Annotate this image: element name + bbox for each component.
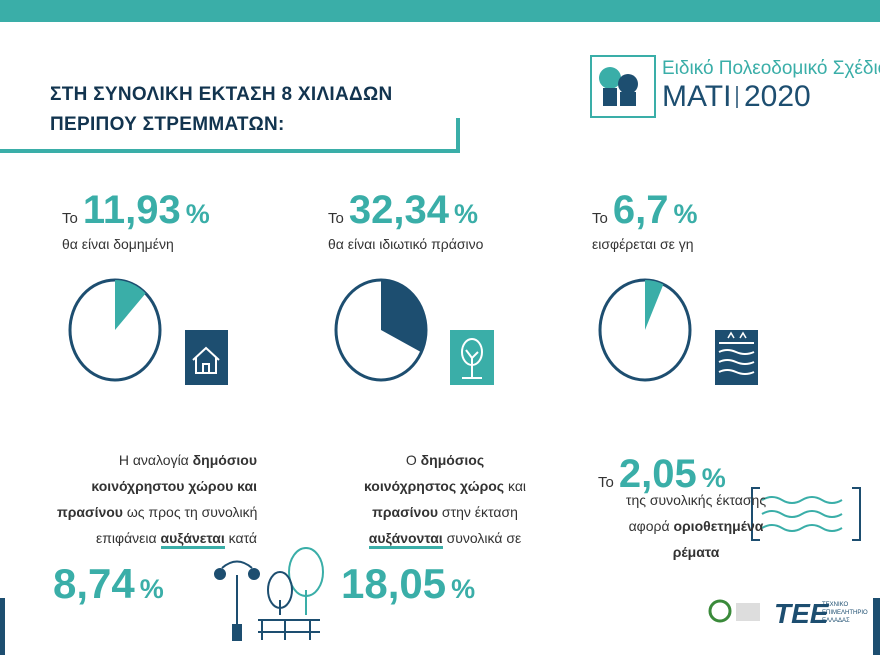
stat-unit: % xyxy=(701,463,726,493)
title-line: ΣΤΗ ΣΥΝΟΛΙΚΗ ΕΚΤΑΣΗ 8 ΧΙΛΙΑΔΩΝ xyxy=(50,84,393,105)
soil-icon xyxy=(715,330,758,385)
text-segment: δημόσιου xyxy=(192,452,257,468)
text-segment: αυξάνονται xyxy=(368,530,443,549)
stat-row: Το 11,93% xyxy=(62,188,210,233)
stat-row: 8,74% xyxy=(53,560,164,608)
tee-logo: ΤΕΕ xyxy=(774,598,829,629)
stat-prefix: Το xyxy=(598,474,614,491)
text-line: της συνολικής έκτασης xyxy=(596,492,796,508)
stat-unit: % xyxy=(139,574,164,604)
text-segment: της συνολικής έκτασης xyxy=(625,492,767,508)
title-frame xyxy=(0,118,460,153)
stat-value: 6,7 xyxy=(612,188,669,232)
text-segment: στην έκταση xyxy=(438,504,518,520)
stat-value: 18,05 xyxy=(341,560,447,607)
text-segment: ρέματα xyxy=(672,544,720,560)
stat-value: 2,05 xyxy=(618,452,697,496)
stat-caption: θα είναι ιδιωτικό πράσινο xyxy=(328,236,484,252)
text-line: Ο δημόσιος xyxy=(345,452,545,468)
stat-value: 8,74 xyxy=(53,560,135,607)
waves-icon xyxy=(751,487,861,541)
house-icon xyxy=(185,330,228,385)
text-line: κοινόχρηστου χώρου και xyxy=(57,478,257,494)
tee-name: ΕΛΛΑΔΑΣ xyxy=(822,618,850,624)
text-segment: αυξάνεται xyxy=(160,530,225,549)
left-edge xyxy=(0,598,5,655)
text-segment: πρασίνου xyxy=(372,504,439,520)
text-segment: και xyxy=(504,478,527,494)
logo-name: ΜΑΤΙ xyxy=(662,80,732,113)
stat-value: 32,34 xyxy=(348,188,449,232)
stat-row: 18,05% xyxy=(341,560,475,608)
text-segment: Η αναλογία xyxy=(118,452,193,468)
text-line: κοινόχρηστος χώρος και xyxy=(345,478,545,494)
text-segment: επιφάνεια xyxy=(96,530,161,546)
text-segment: κοινόχρηστος χώρος xyxy=(363,478,505,494)
ministry-logo xyxy=(708,599,760,623)
text-line: ρέματα xyxy=(596,544,796,560)
stat-prefix: Το xyxy=(592,210,608,227)
title-line: ΠΕΡΙΠΟΥ ΣΤΡΕΜΜΑΤΩΝ: xyxy=(50,114,285,135)
stat-row: Το 6,7% xyxy=(592,188,697,233)
logo-icon xyxy=(599,67,638,106)
text-segment: οριοθετημένα xyxy=(673,518,764,534)
stat-unit: % xyxy=(673,199,698,229)
logo-subtitle: Ειδικό Πολεοδομικό Σχέδιο xyxy=(662,58,880,79)
logo-frame xyxy=(590,55,656,118)
text-line: αυξάνονται συνολικά σε xyxy=(345,530,545,549)
logo-year: 2020 xyxy=(744,80,811,113)
stat-caption: εισφέρεται σε γη xyxy=(592,236,694,252)
text-line: αφορά οριοθετημένα xyxy=(596,518,796,534)
right-edge xyxy=(873,598,880,655)
text-line: επιφάνεια αυξάνεται κατά xyxy=(57,530,257,549)
tree-icon xyxy=(450,330,494,385)
pie-slice xyxy=(115,280,146,330)
tee-name: ΤΕΧΝΙΚΟ xyxy=(822,602,849,608)
park-illustration xyxy=(214,547,324,641)
stat-unit: % xyxy=(451,574,476,604)
text-segment: δημόσιος xyxy=(420,452,485,468)
text-segment: ως προς τη συνολική xyxy=(122,504,258,520)
text-segment: αφορά xyxy=(628,518,674,534)
pie-slice xyxy=(645,280,664,330)
stat-unit: % xyxy=(453,199,478,229)
text-segment: κοινόχρηστου χώρου και xyxy=(91,478,257,494)
pie-slice xyxy=(381,280,426,353)
text-segment: κατά xyxy=(224,530,257,546)
text-line: πρασίνου ως προς τη συνολική xyxy=(57,504,257,520)
stat-unit: % xyxy=(185,199,210,229)
stat-row: Το 2,05% xyxy=(598,452,726,497)
text-segment: συνολικά σε xyxy=(442,530,522,546)
stat-prefix: Το xyxy=(62,210,78,227)
top-bar xyxy=(0,0,880,22)
stat-caption: θα είναι δομημένη xyxy=(62,236,174,252)
text-segment: Ο xyxy=(405,452,421,468)
text-line: Η αναλογία δημόσιου xyxy=(57,452,257,468)
stat-value: 11,93 xyxy=(82,188,181,232)
stat-row: Το 32,34% xyxy=(328,188,478,233)
tee-name: ΕΠΙΜΕΛΗΤΗΡΙΟ xyxy=(822,610,868,616)
text-segment: πρασίνου xyxy=(57,504,123,520)
text-line: πρασίνου στην έκταση xyxy=(345,504,545,520)
stat-prefix: Το xyxy=(328,210,344,227)
